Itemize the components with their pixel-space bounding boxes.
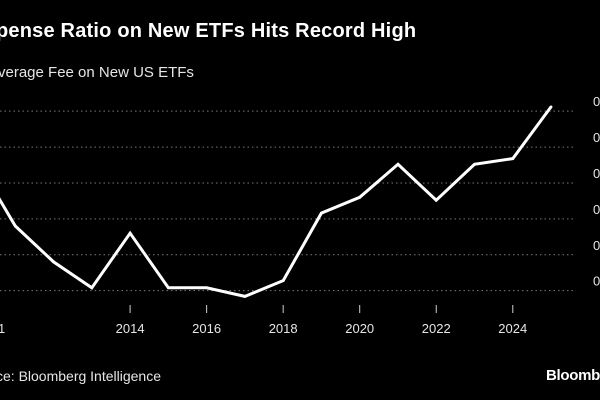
x-tick-label: 2016 xyxy=(192,321,221,336)
data-point xyxy=(13,224,17,228)
data-point xyxy=(511,157,515,160)
y-tick-label: 0 xyxy=(593,202,600,217)
x-tick-label: 1 xyxy=(0,321,5,336)
x-tick-label: 2014 xyxy=(116,321,145,336)
data-point xyxy=(320,211,323,215)
data-point xyxy=(52,260,55,264)
data-point xyxy=(166,286,170,290)
bloomberg-logo: Bloomb xyxy=(546,367,600,384)
y-tick-label: 0 xyxy=(593,94,600,109)
x-axis-tick-labels: 1 2014 2016 2018 2020 2022 2024 xyxy=(0,321,527,336)
source-note: ce: Bloomberg Intelligence xyxy=(0,368,161,384)
x-tick-label: 2022 xyxy=(422,321,451,336)
data-point xyxy=(281,279,285,282)
data-point xyxy=(243,294,247,298)
y-tick-label: 0 xyxy=(593,130,600,145)
x-tick-label: 2024 xyxy=(498,321,527,336)
y-axis-tick-labels: 0 0 0 0 0 0 xyxy=(593,94,600,288)
x-tick-label: 2018 xyxy=(269,321,298,336)
data-point xyxy=(434,198,438,202)
chart-title: pense Ratio on New ETFs Hits Record High xyxy=(0,20,417,42)
series-layer xyxy=(0,105,553,298)
y-tick-label: 0 xyxy=(593,274,600,289)
series-line xyxy=(0,106,553,298)
data-point xyxy=(549,105,553,109)
chart-subtitle: verage Fee on New US ETFs xyxy=(0,64,194,81)
data-point xyxy=(205,286,209,290)
y-tick-label: 0 xyxy=(593,238,600,253)
data-point xyxy=(128,231,132,235)
data-point xyxy=(90,286,94,290)
data-point xyxy=(473,162,476,166)
data-point xyxy=(396,162,400,166)
grid-lines xyxy=(0,110,574,292)
x-tick-label: 2020 xyxy=(345,321,374,336)
x-axis-ticks xyxy=(129,305,514,313)
data-point xyxy=(358,195,362,199)
y-tick-label: 0 xyxy=(593,166,600,181)
